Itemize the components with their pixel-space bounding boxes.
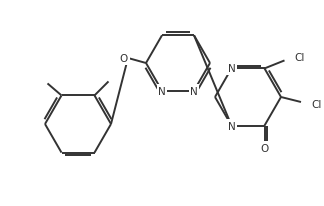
Text: N: N [158, 86, 166, 96]
Text: O: O [120, 54, 128, 64]
Text: N: N [228, 121, 235, 131]
Text: N: N [228, 64, 235, 74]
Text: Cl: Cl [311, 99, 321, 109]
Text: Cl: Cl [295, 53, 305, 63]
Text: N: N [190, 86, 198, 96]
Text: O: O [260, 143, 269, 153]
